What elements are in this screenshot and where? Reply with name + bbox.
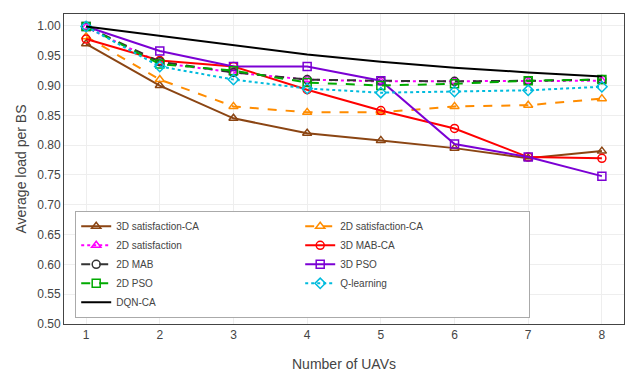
svg-text:Average load per BS: Average load per BS xyxy=(13,105,29,234)
svg-text:0.50: 0.50 xyxy=(37,317,61,331)
svg-text:0.55: 0.55 xyxy=(37,287,61,301)
svg-text:Number of UAVs: Number of UAVs xyxy=(292,356,396,372)
svg-text:8: 8 xyxy=(599,328,606,342)
svg-text:0.60: 0.60 xyxy=(37,258,61,272)
svg-text:0.75: 0.75 xyxy=(37,168,61,182)
svg-text:3D PSO: 3D PSO xyxy=(340,259,377,270)
svg-text:DQN-CA: DQN-CA xyxy=(116,297,156,308)
svg-text:5: 5 xyxy=(377,328,384,342)
svg-text:0.65: 0.65 xyxy=(37,228,61,242)
svg-text:3D satisfaction-CA: 3D satisfaction-CA xyxy=(116,221,199,232)
svg-text:6: 6 xyxy=(451,328,458,342)
svg-text:0.80: 0.80 xyxy=(37,138,61,152)
svg-text:0.70: 0.70 xyxy=(37,198,61,212)
svg-text:2D satisfaction-CA: 2D satisfaction-CA xyxy=(340,221,423,232)
svg-text:2D PSO: 2D PSO xyxy=(116,278,153,289)
svg-text:Q-learning: Q-learning xyxy=(340,278,387,289)
svg-text:2D satisfaction: 2D satisfaction xyxy=(116,240,182,251)
svg-text:3: 3 xyxy=(230,328,237,342)
svg-text:7: 7 xyxy=(525,328,532,342)
svg-text:0.95: 0.95 xyxy=(37,49,61,63)
svg-text:1.00: 1.00 xyxy=(37,19,61,33)
svg-text:4: 4 xyxy=(304,328,311,342)
svg-text:2D MAB: 2D MAB xyxy=(116,259,154,270)
svg-text:2: 2 xyxy=(156,328,163,342)
svg-text:1: 1 xyxy=(83,328,90,342)
svg-text:3D MAB-CA: 3D MAB-CA xyxy=(340,240,395,251)
svg-text:0.90: 0.90 xyxy=(37,79,61,93)
svg-text:0.85: 0.85 xyxy=(37,109,61,123)
